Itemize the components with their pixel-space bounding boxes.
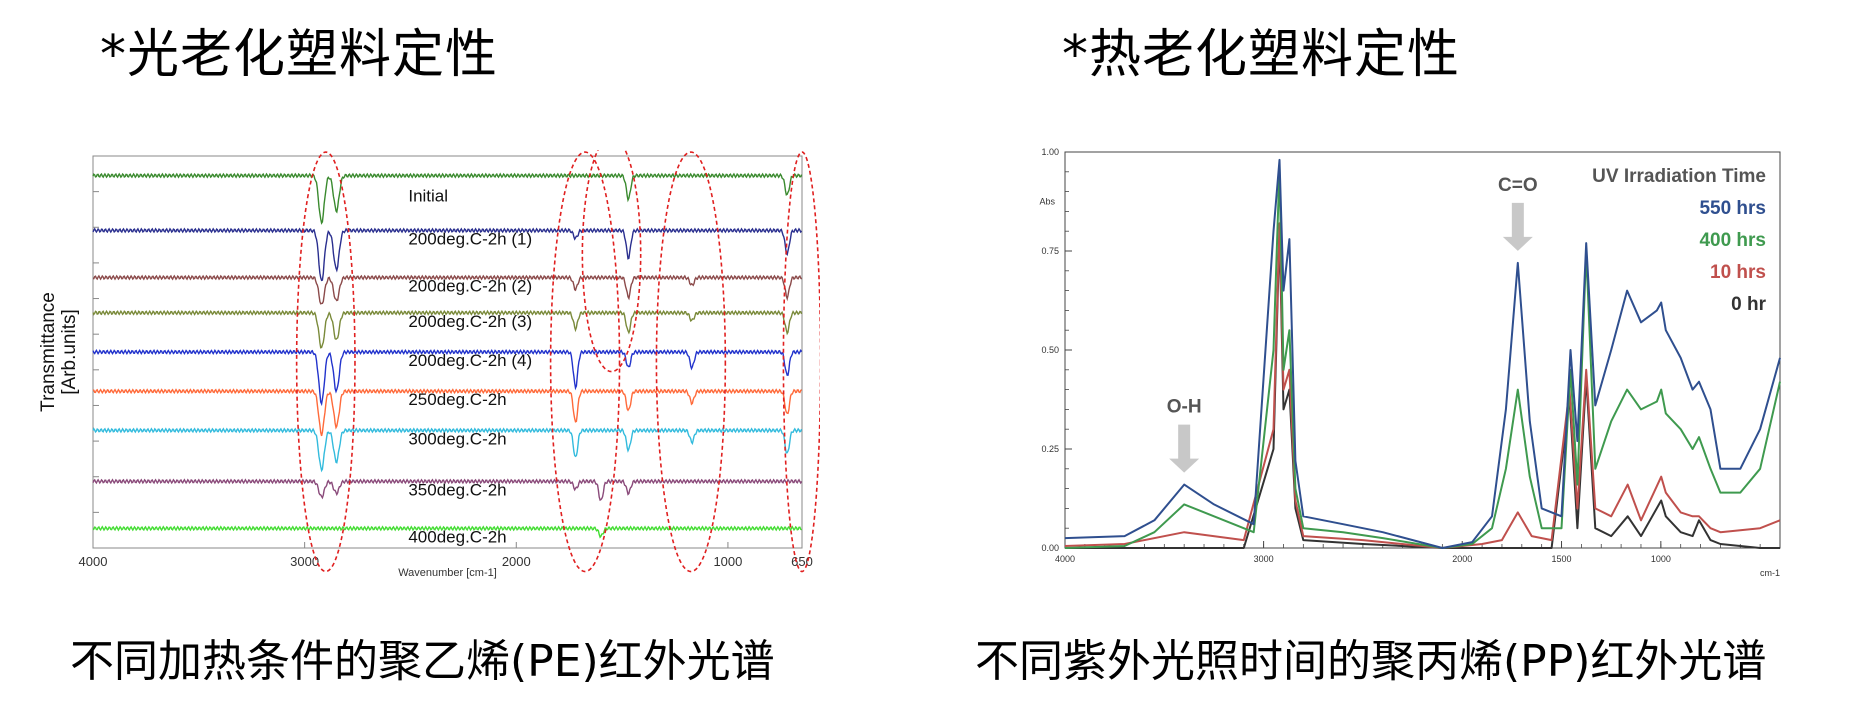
x-tick-label: 4000 — [79, 554, 108, 569]
highlight-ellipse — [549, 151, 621, 573]
down-arrow-icon — [1502, 202, 1533, 251]
x-tick-label: 3000 — [290, 554, 319, 569]
spectrum-line-250deg-c-2h — [92, 388, 803, 437]
y-tick-label: 1.00 — [1041, 147, 1059, 157]
x-tick-label: 1000 — [713, 554, 742, 569]
x-tick-label: 2000 — [1452, 554, 1472, 564]
x-tick-label: 4000 — [1055, 554, 1075, 564]
spectrum-line-200deg-c-2h-2 — [93, 274, 803, 305]
spectrum-line-550-hrs — [1064, 158, 1781, 549]
x-tick-label: 3000 — [1254, 554, 1274, 564]
y-tick-label: 0.00 — [1041, 543, 1059, 553]
x-axis-label: Wavenumber [cm-1] — [398, 567, 497, 579]
series-label-300deg-c-2h: 300deg.C-2h — [408, 429, 506, 448]
y-tick-label: 0.50 — [1041, 345, 1059, 355]
y-tick-label: 0.25 — [1041, 444, 1059, 454]
highlight-ellipse — [655, 151, 727, 573]
series-label-350deg-c-2h: 350deg.C-2h — [408, 480, 506, 499]
y-tick-label: 0.75 — [1041, 246, 1059, 256]
x-tick-label: 2000 — [502, 554, 531, 569]
legend-entry-10-hrs: 10 hrs — [1710, 262, 1766, 283]
annotation-c-o: C=O — [1498, 175, 1538, 196]
x-axis-label: cm-1 — [1760, 568, 1780, 578]
legend-entry-550-hrs: 550 hrs — [1699, 198, 1766, 219]
series-label-200deg-c-2h-2: 200deg.C-2h (2) — [408, 277, 532, 296]
highlight-ellipse — [295, 151, 356, 573]
pp-ir-chart-svg: 1.00 0.75 0.50 0.25 0.00 Abs 4000 3000 2000 1500 1… — [1039, 147, 1781, 578]
legend-entry-400-hrs: 400 hrs — [1699, 230, 1766, 251]
spectrum-line-400deg-c-2h — [92, 525, 802, 539]
legend-entry-0-hr: 0 hr — [1731, 294, 1766, 315]
x-tick-label: 1000 — [1651, 554, 1671, 564]
spectrum-line-200deg-c-2h-4 — [92, 348, 803, 407]
x-tick-label: 650 — [791, 554, 813, 569]
x-tick-label: 1500 — [1552, 554, 1572, 564]
annotation-o-h: O-H — [1167, 397, 1202, 418]
spectrum-line-200deg-c-2h-3 — [92, 309, 803, 349]
pe-ir-chart: 4000 3000 2000 1000 650 Wavenumber [cm-1] Tran… — [30, 135, 822, 580]
series-label-400deg-c-2h: 400deg.C-2h — [408, 527, 506, 546]
legend-title: UV Irradiation Time — [1592, 166, 1766, 187]
series-label-initial: Initial — [408, 187, 448, 206]
pe-ir-chart-svg: 4000 3000 2000 1000 650 Wavenumber [cm-1] Tran… — [38, 135, 822, 579]
series-label-250deg-c-2h: 250deg.C-2h — [408, 390, 506, 409]
spectrum-line-300deg-c-2h — [92, 427, 803, 473]
spectrum-line-400-hrs — [1064, 166, 1781, 549]
spectrum-line-200deg-c-2h-1 — [92, 227, 803, 282]
series-label-200deg-c-2h-4: 200deg.C-2h (4) — [408, 351, 532, 370]
highlight-ellipse — [581, 135, 642, 373]
spectrum-line-350deg-c-2h — [92, 478, 803, 502]
y-axis-label: Abs — [1039, 197, 1055, 207]
down-arrow-icon — [1169, 424, 1200, 473]
left-heading: *光老化塑料定性 — [100, 25, 499, 85]
left-caption: 不同加热条件的聚乙烯(PE)红外光谱 — [70, 636, 775, 687]
right-caption: 不同紫外光照时间的聚丙烯(PP)红外光谱 — [975, 636, 1767, 687]
y-axis-label: Transmittance[Arb.units] — [38, 292, 80, 412]
pp-ir-chart: 1.00 0.75 0.50 0.25 0.00 Abs 4000 3000 2000 1500 1… — [1025, 130, 1805, 600]
series-label-200deg-c-2h-1: 200deg.C-2h (1) — [408, 229, 532, 248]
right-heading: *热老化塑料定性 — [1062, 25, 1461, 85]
plot-frame — [1064, 151, 1781, 549]
series-label-200deg-c-2h-3: 200deg.C-2h (3) — [408, 312, 532, 331]
spectrum-line-initial — [92, 172, 803, 225]
